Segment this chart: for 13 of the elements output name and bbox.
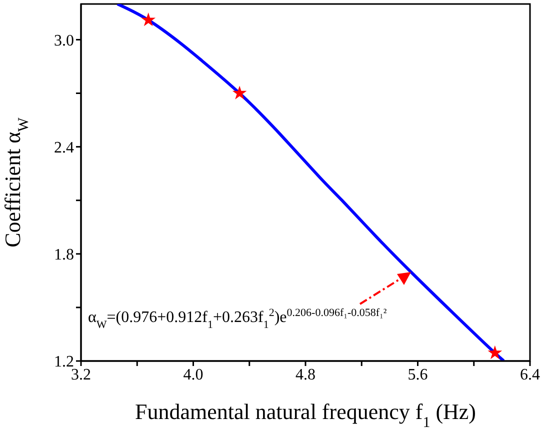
y-tick-label: 2.4 — [54, 139, 74, 156]
point — [488, 345, 502, 360]
text: α$_{W}$=(0.976+0.912f$_{1}$+0.263f$_{1}$$^{2}$)e$^{0.206-0.096f₁-0.058f₁²}$ — [88, 307, 387, 331]
x-tick-label: 5.6 — [408, 366, 428, 384]
y-tick-label: 1.8 — [54, 246, 74, 264]
x-tick-label: 4.0 — [183, 366, 204, 384]
x-tick-label: 3.2 — [71, 366, 91, 384]
x-tick-label: 6.4 — [520, 366, 540, 384]
x-axis-title: Fundamental natural frequency f$_{1}$ (Hz) — [134, 399, 476, 428]
point — [141, 12, 156, 26]
x-tick-label: 4.8 — [296, 366, 316, 384]
y-tick-label: 3.0 — [54, 32, 74, 50]
point — [232, 86, 247, 100]
